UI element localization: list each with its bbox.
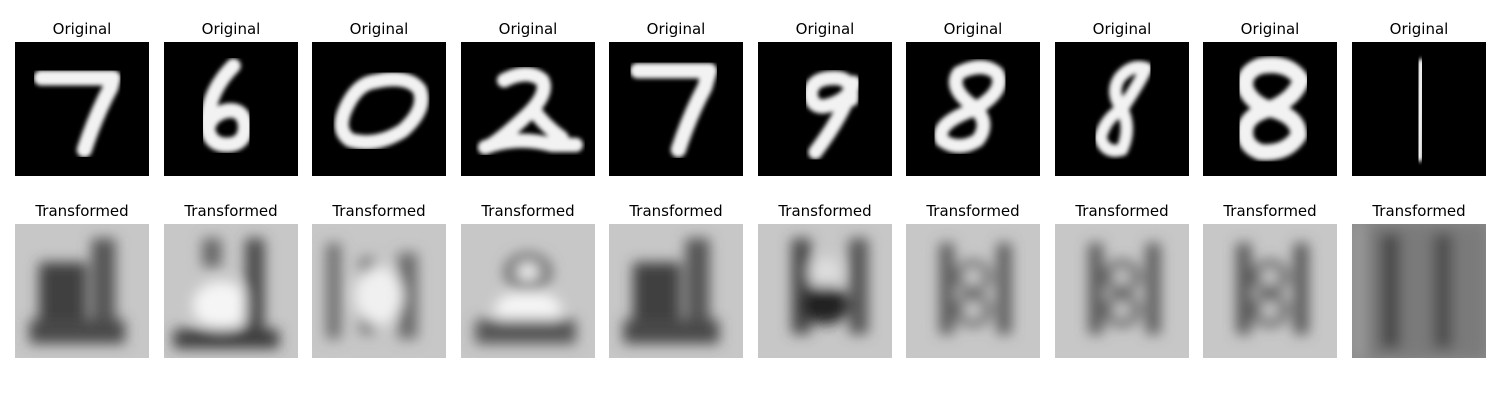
transformed-title: Transformed: [1075, 202, 1169, 220]
original-title: Original: [1240, 20, 1300, 38]
original-title: Original: [1092, 20, 1152, 38]
original-title: Original: [795, 20, 855, 38]
original-title: Original: [498, 20, 558, 38]
transformed-title: Transformed: [481, 202, 575, 220]
original-digit-image: [609, 42, 743, 176]
transformed-digit-image: [164, 224, 298, 358]
transformed-digit-image: [1055, 224, 1189, 358]
original-title: Original: [52, 20, 112, 38]
transformed-digit-image: [609, 224, 743, 358]
original-digit-image: [312, 42, 446, 176]
transformed-title: Transformed: [778, 202, 872, 220]
original-digit-image: [15, 42, 149, 176]
original-digit-image: [1055, 42, 1189, 176]
transformed-title: Transformed: [332, 202, 426, 220]
transformed-title: Transformed: [184, 202, 278, 220]
transformed-digit-image: [1203, 224, 1337, 358]
transformed-digit-image: [15, 224, 149, 358]
transformed-digit-image: [906, 224, 1040, 358]
original-digit-image: [1352, 42, 1486, 176]
original-digit-image: [906, 42, 1040, 176]
transformed-digit-image: [461, 224, 595, 358]
transformed-title: Transformed: [1223, 202, 1317, 220]
transformed-title: Transformed: [35, 202, 129, 220]
original-digit-image: [1203, 42, 1337, 176]
original-digit-image: [758, 42, 892, 176]
transformed-title: Transformed: [629, 202, 723, 220]
transformed-digit-image: [1352, 224, 1486, 358]
original-title: Original: [349, 20, 409, 38]
transformed-title: Transformed: [1372, 202, 1466, 220]
original-title: Original: [201, 20, 261, 38]
original-digit-image: [461, 42, 595, 176]
original-title: Original: [646, 20, 706, 38]
original-digit-image: [164, 42, 298, 176]
original-title: Original: [1389, 20, 1449, 38]
transformed-digit-image: [312, 224, 446, 358]
transformed-digit-image: [758, 224, 892, 358]
original-title: Original: [943, 20, 1003, 38]
transformed-title: Transformed: [926, 202, 1020, 220]
